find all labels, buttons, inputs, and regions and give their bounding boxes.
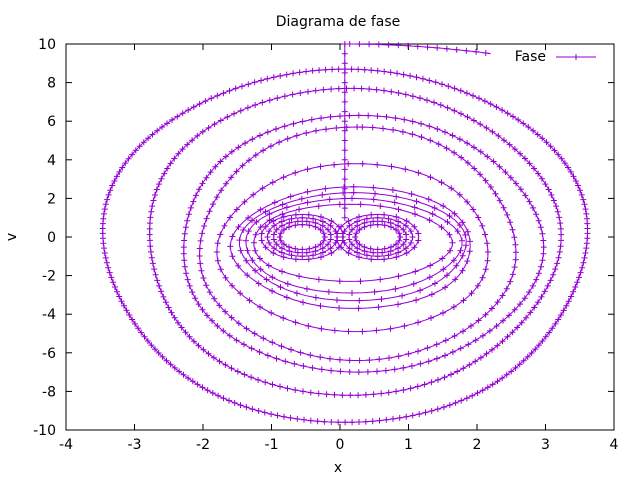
y-tick-label: -8 [42,384,56,400]
y-tick-label: -10 [33,423,56,439]
y-tick-label: 6 [47,114,56,130]
y-tick-label: -2 [42,269,56,285]
y-tick-label: -6 [42,346,56,362]
x-tick-label: 2 [473,437,482,453]
x-tick-label: -4 [59,437,73,453]
x-tick-label: -3 [128,437,142,453]
series-fase [99,41,591,426]
x-axis-label: x [334,460,342,476]
x-tick-label: 0 [336,437,345,453]
y-axis-label: v [4,233,20,241]
x-tick-label: 4 [610,437,619,453]
legend-marker-sample [573,54,579,60]
y-tick-label: 0 [47,230,56,246]
y-tick-label: 10 [38,37,56,53]
legend-label: Fase [515,49,546,65]
series-markers [99,41,591,426]
y-tick-label: 8 [47,76,56,92]
x-tick-label: 3 [541,437,550,453]
y-tick-label: -4 [42,307,56,323]
y-tick-label: 2 [47,191,56,207]
x-tick-label: -2 [196,437,210,453]
chart-title: Diagrama de fase [276,14,401,30]
y-tick-label: 4 [47,153,56,169]
x-tick-label: 1 [404,437,413,453]
legend: Fase [515,49,596,65]
x-tick-label: -1 [265,437,279,453]
